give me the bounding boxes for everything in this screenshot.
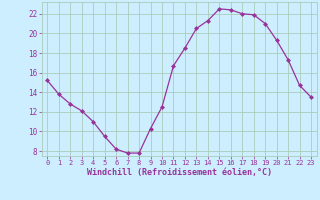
X-axis label: Windchill (Refroidissement éolien,°C): Windchill (Refroidissement éolien,°C) (87, 168, 272, 177)
